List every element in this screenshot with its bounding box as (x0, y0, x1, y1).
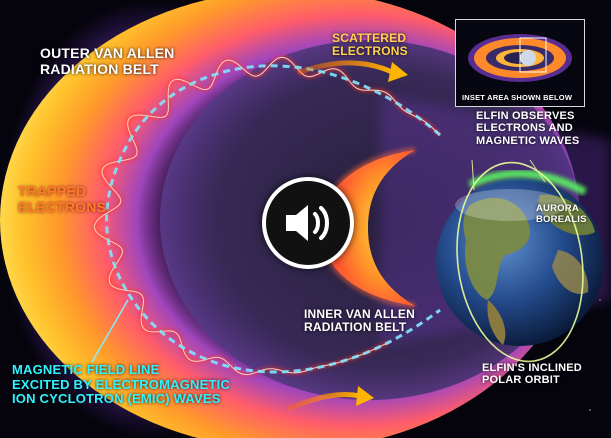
speaker-volume-icon (286, 205, 329, 241)
scattered-electrons-line-2: ELECTRONS (332, 44, 408, 59)
elfin-orbit (456, 161, 584, 363)
field-line-line-2: EXCITED BY ELECTROMAGNETIC (12, 376, 231, 392)
inner-belt-label: INNER VAN ALLEN RADIATION BELT (304, 307, 415, 335)
orbit-label: ELFIN'S INCLINED POLAR ORBIT (482, 362, 582, 387)
aurora-line-2: BOREALIS (536, 213, 587, 225)
inset-caption: INSET AREA SHOWN BELOW (462, 93, 573, 102)
outer-belt-label: OUTER VAN ALLEN RADIATION BELT (40, 45, 175, 77)
inset-map: INSET AREA SHOWN BELOW (455, 19, 585, 107)
trapped-electrons-label: TRAPPED ELECTRONS (18, 183, 107, 215)
inner-belt-line-2: RADIATION BELT (304, 320, 407, 335)
inner-belt-line-1: INNER VAN ALLEN (304, 307, 415, 321)
inset-selection-box (519, 37, 547, 73)
earth (436, 178, 604, 346)
field-line-pointer (91, 299, 129, 363)
scattered-electrons-arrow (297, 60, 395, 75)
aurora-line-1: AURORA (536, 203, 579, 214)
orbit-line-2: POLAR ORBIT (482, 374, 560, 387)
elfin-pointer-right (529, 159, 546, 183)
audio-play-button[interactable] (262, 177, 354, 269)
elfin-observes-line-2: ELECTRONS AND (476, 122, 573, 135)
scattered-electrons-line-1: SCATTERED (332, 31, 407, 45)
elfin-observes-line-1: ELFIN OBSERVES (476, 110, 575, 122)
trapped-electrons-line-1: TRAPPED (18, 183, 87, 199)
elfin-observes-line-3: MAGNETIC WAVES (476, 134, 580, 147)
aurora-label: AURORA BOREALIS (536, 203, 587, 225)
orbit-line-1: ELFIN'S INCLINED (482, 362, 582, 374)
elfin-observes-label: ELFIN OBSERVES ELECTRONS AND MAGNETIC WA… (476, 110, 579, 147)
inner-van-allen-belt (320, 150, 415, 306)
field-line-label: MAGNETIC FIELD LINE EXCITED BY ELECTROMA… (12, 362, 231, 407)
aurora-glow (468, 169, 587, 196)
field-line-line-3: ION CYCLOTRON (EMIC) WAVES (12, 391, 221, 407)
elfin-pointer-left (471, 159, 475, 191)
field-line-line-1: MAGNETIC FIELD LINE (12, 362, 160, 377)
lower-electrons-arrow (287, 392, 363, 411)
outer-belt-label-line-1: OUTER VAN ALLEN (40, 45, 175, 61)
inset-illustration (468, 34, 572, 82)
outer-belt-label-line-2: RADIATION BELT (40, 60, 159, 77)
scattered-electrons-label: SCATTERED ELECTRONS (332, 31, 408, 59)
trapped-electrons-line-2: ELECTRONS (18, 198, 107, 215)
